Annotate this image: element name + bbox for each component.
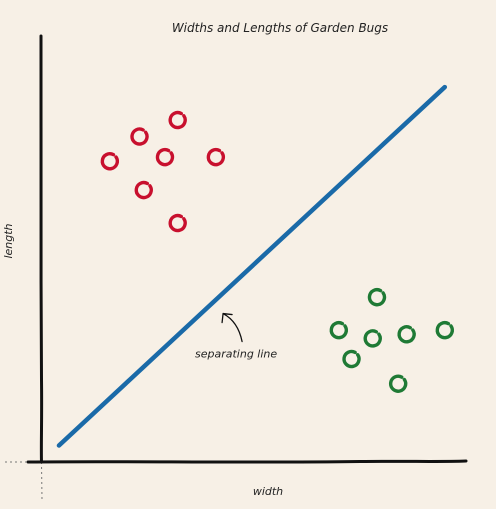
y-axis	[39, 34, 44, 464]
y-axis-tail	[41, 461, 43, 501]
data-points	[100, 110, 454, 393]
chart-title: Widths and Lengths of Garden Bugs	[172, 21, 388, 35]
point-series-2-6	[342, 349, 361, 369]
point-series-2-3	[363, 329, 382, 348]
separating-line	[56, 84, 448, 448]
point-series-1-3	[100, 152, 120, 171]
point-series-2-5	[435, 320, 454, 340]
point-series-1-4	[155, 147, 175, 167]
point-series-2-1	[367, 288, 387, 307]
point-series-1-7	[168, 213, 187, 233]
point-series-2-2	[329, 320, 348, 340]
annotation-label: separating line	[195, 348, 277, 361]
x-axis-label: width	[253, 485, 283, 498]
point-series-2-7	[388, 374, 408, 393]
y-axis-label: length	[2, 223, 15, 258]
point-series-1-1	[130, 127, 149, 146]
point-series-1-2	[168, 110, 187, 130]
x-axis	[26, 459, 468, 464]
annotation-arrow	[221, 312, 243, 343]
point-series-1-6	[134, 180, 153, 200]
point-series-2-4	[397, 325, 416, 344]
point-series-1-5	[206, 147, 226, 167]
